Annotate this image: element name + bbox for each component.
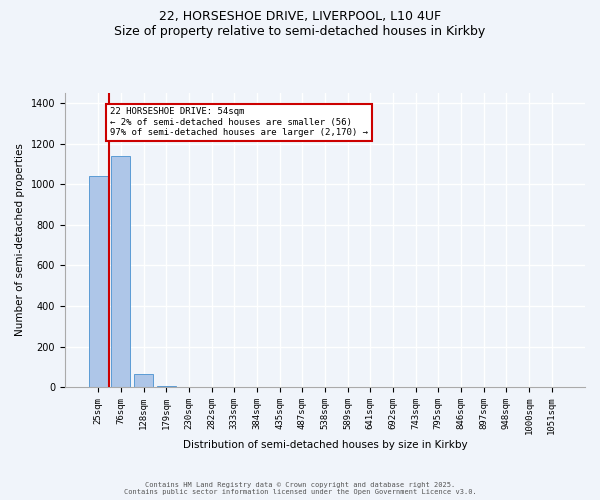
Text: Contains HM Land Registry data © Crown copyright and database right 2025.
Contai: Contains HM Land Registry data © Crown c… xyxy=(124,482,476,495)
Bar xyxy=(111,156,130,387)
Bar xyxy=(157,386,176,387)
X-axis label: Distribution of semi-detached houses by size in Kirkby: Distribution of semi-detached houses by … xyxy=(182,440,467,450)
Bar xyxy=(134,374,153,387)
Text: 22 HORSESHOE DRIVE: 54sqm
← 2% of semi-detached houses are smaller (56)
97% of s: 22 HORSESHOE DRIVE: 54sqm ← 2% of semi-d… xyxy=(110,107,368,137)
Bar xyxy=(89,176,108,387)
Y-axis label: Number of semi-detached properties: Number of semi-detached properties xyxy=(15,144,25,336)
Text: 22, HORSESHOE DRIVE, LIVERPOOL, L10 4UF
Size of property relative to semi-detach: 22, HORSESHOE DRIVE, LIVERPOOL, L10 4UF … xyxy=(115,10,485,38)
